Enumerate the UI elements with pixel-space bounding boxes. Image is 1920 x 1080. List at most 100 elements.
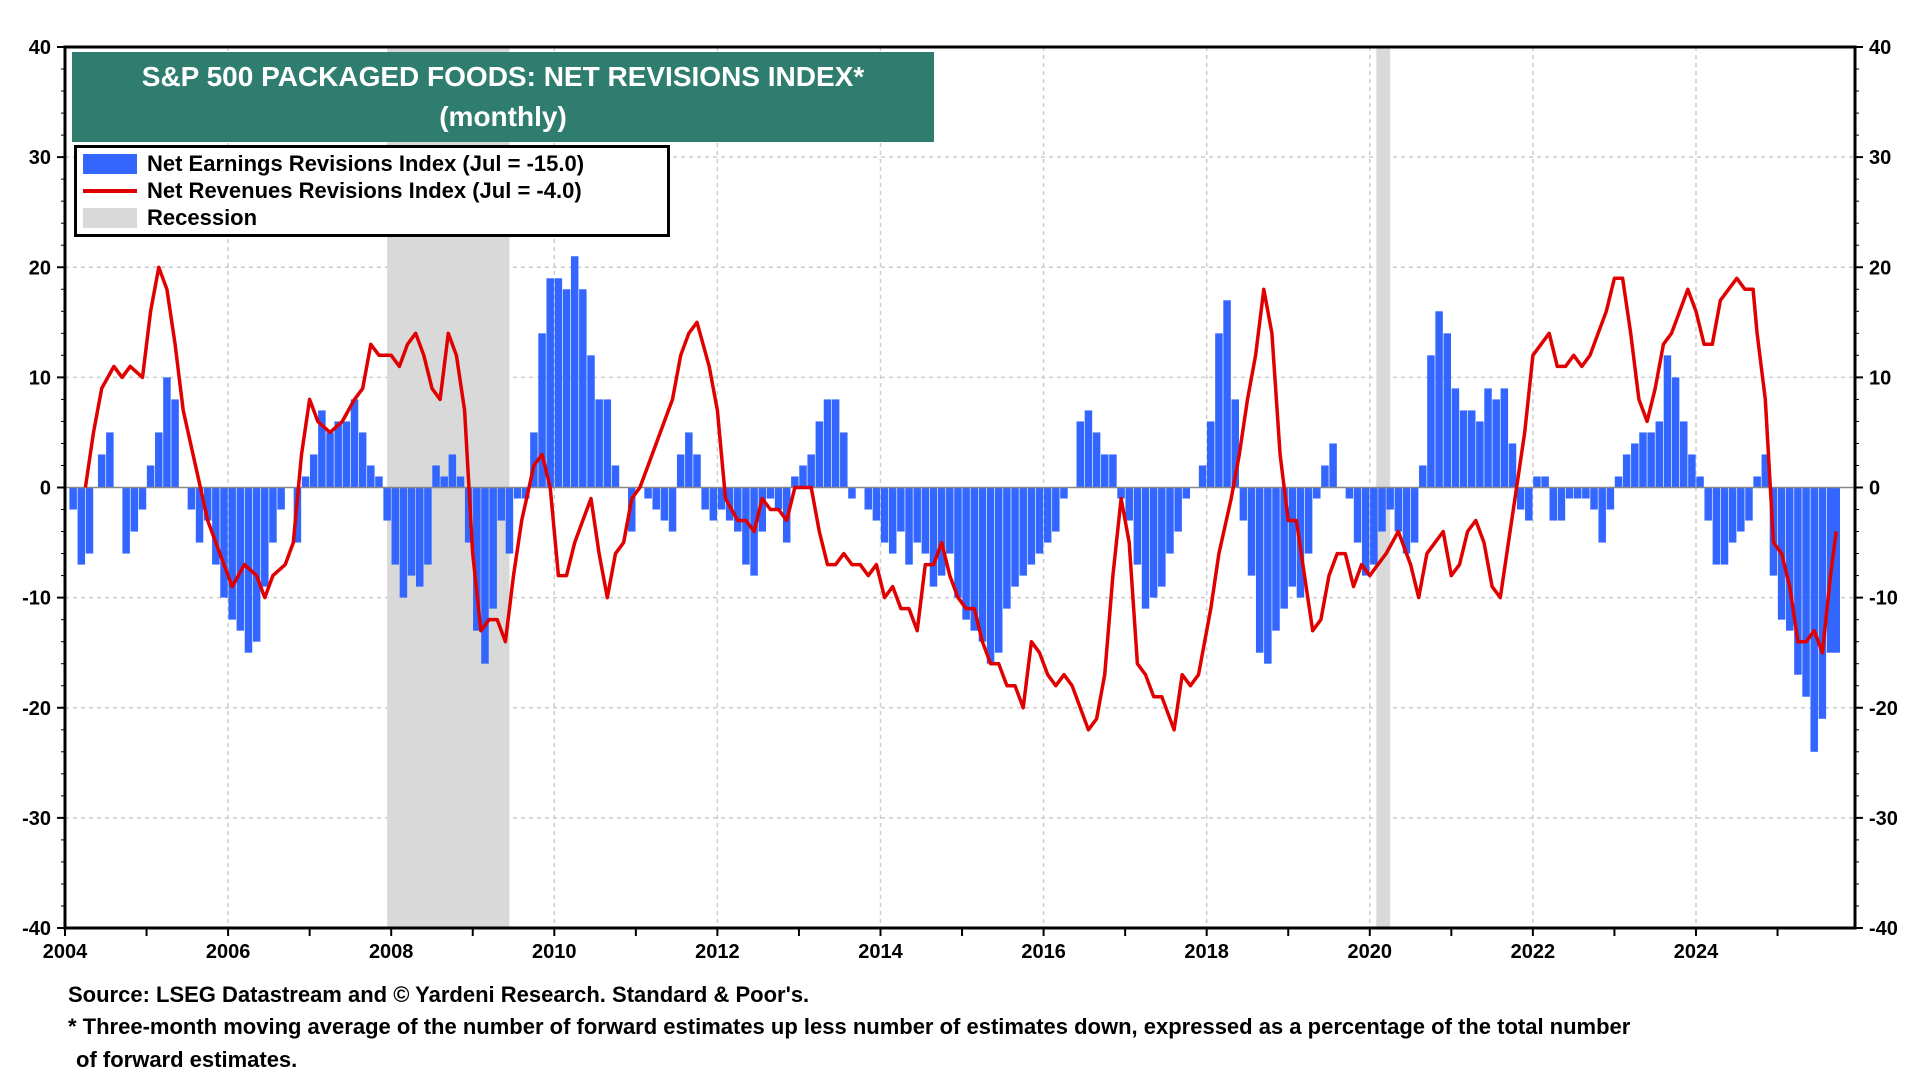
earnings-bar [1794, 487, 1802, 675]
y-tick-label-right: 40 [1869, 37, 1891, 59]
earnings-bar [522, 487, 530, 499]
x-tick-label: 2014 [858, 941, 903, 963]
earnings-bar [913, 487, 921, 543]
earnings-bar [530, 432, 538, 488]
earnings-bar [1467, 410, 1476, 488]
earnings-bar [1745, 487, 1753, 521]
x-tick-label: 2016 [1021, 941, 1066, 963]
earnings-bar [203, 487, 212, 521]
earnings-bar [456, 476, 465, 488]
earnings-bar [97, 454, 106, 488]
earnings-bar [220, 487, 228, 598]
earnings-bar [1427, 355, 1435, 488]
earnings-bar [1712, 487, 1721, 565]
earnings-bar [1500, 388, 1509, 488]
earnings-bar [1076, 421, 1085, 488]
earnings-bar [1052, 487, 1060, 532]
earnings-bar [1060, 487, 1068, 499]
earnings-bar [77, 487, 86, 565]
x-tick-label: 2022 [1511, 941, 1556, 963]
y-axis-right: 40 30 20 10 0 -10 -20 -30 -40 [1855, 37, 1898, 940]
earnings-bar [1329, 443, 1337, 488]
earnings-bar [538, 333, 546, 488]
earnings-bar [1508, 443, 1517, 488]
earnings-bar [1117, 487, 1125, 499]
earnings-bar [1516, 487, 1525, 510]
earnings-bar [840, 432, 848, 488]
y-tick-label-left: 20 [29, 257, 51, 279]
earnings-bar [628, 487, 636, 532]
earnings-bar [1639, 432, 1647, 488]
earnings-bar [1361, 487, 1370, 576]
earnings-bar [1313, 487, 1321, 499]
earnings-bar [1027, 487, 1036, 565]
earnings-bar [1557, 487, 1566, 521]
x-tick-label: 2020 [1348, 941, 1393, 963]
earnings-bar [106, 432, 114, 488]
earnings-bar [823, 399, 832, 488]
earnings-bar [1280, 487, 1288, 609]
earnings-bar [1100, 454, 1109, 488]
earnings-bar [1084, 410, 1093, 488]
source-note: Source: LSEG Datastream and © Yardeni Re… [68, 982, 810, 1007]
earnings-bar [1818, 487, 1827, 719]
earnings-bar [921, 487, 930, 554]
earnings-bar [1696, 476, 1704, 488]
earnings-bar [660, 487, 669, 521]
earnings-bar [1133, 487, 1142, 565]
earnings-bar [709, 487, 718, 521]
earnings-bar [1443, 333, 1452, 488]
earnings-bar [122, 487, 130, 554]
x-tick-label: 2024 [1674, 941, 1719, 963]
earnings-bar [758, 487, 766, 532]
earnings-bar [367, 465, 375, 488]
earnings-bar [1810, 487, 1818, 752]
legend-swatch-bars [83, 154, 137, 174]
footnote-line-1: * Three-month moving average of the numb… [68, 1014, 1631, 1039]
legend: Net Earnings Revisions Index (Jul = -15.… [74, 145, 670, 237]
earnings-bar [269, 487, 277, 543]
earnings-bar [1158, 487, 1166, 587]
x-tick-label: 2004 [43, 941, 88, 963]
earnings-bar [1786, 487, 1794, 631]
earnings-bar [1386, 487, 1394, 510]
earnings-bar [1141, 487, 1150, 609]
earnings-bar [130, 487, 139, 532]
x-tick-label: 2018 [1184, 941, 1229, 963]
earnings-bar [383, 487, 391, 521]
earnings-bar [1410, 487, 1419, 543]
earnings-bar [358, 432, 367, 488]
earnings-bar [424, 487, 432, 565]
earnings-bar [734, 487, 742, 532]
chart-title: S&P 500 PACKAGED FOODS: NET REVISIONS IN… [141, 61, 865, 92]
earnings-bar [375, 476, 383, 488]
y-tick-label-left: 0 [40, 478, 51, 500]
earnings-bar [309, 454, 318, 488]
earnings-bar [1003, 487, 1011, 609]
earnings-bar [277, 487, 285, 510]
earnings-bar [1671, 377, 1680, 488]
earnings-bar [668, 487, 677, 532]
earnings-bar [848, 487, 856, 499]
earnings-bar [1647, 432, 1655, 488]
x-tick-label: 2012 [695, 941, 740, 963]
earnings-bar [1655, 421, 1664, 488]
earnings-bar [1215, 333, 1223, 488]
earnings-bar [448, 454, 457, 488]
earnings-bar [261, 487, 269, 587]
earnings-bar [1207, 421, 1215, 488]
earnings-bar [970, 487, 979, 631]
earnings-bar [611, 465, 620, 488]
earnings-bar [489, 487, 497, 609]
earnings-bar [171, 399, 179, 488]
earnings-bar [807, 454, 815, 488]
earnings-bar [1092, 432, 1101, 488]
earnings-bar [652, 487, 660, 510]
earnings-bar [326, 432, 334, 488]
earnings-bar [676, 454, 685, 488]
earnings-bar [1541, 476, 1549, 488]
earnings-bar [1761, 454, 1770, 488]
earnings-bar [946, 487, 954, 554]
earnings-bar [1451, 388, 1460, 488]
earnings-bar [978, 487, 987, 642]
